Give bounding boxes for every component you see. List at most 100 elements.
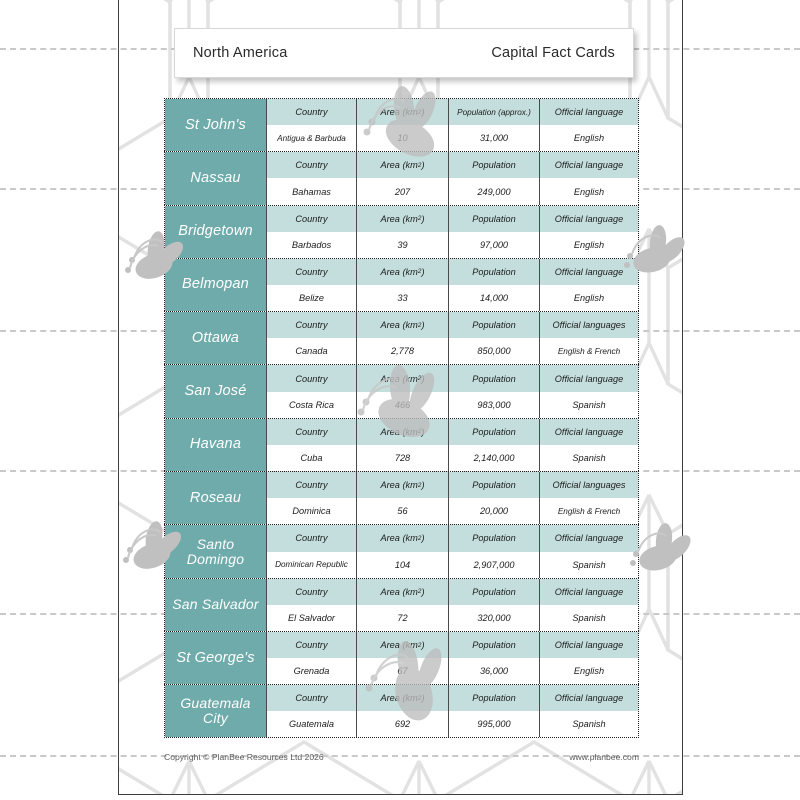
capital-name: Havana	[165, 418, 267, 472]
fact-header-row: Country Area (km 2) Population Official lang…	[267, 631, 638, 659]
fact-card-list: St John's Country Area (km 2) Population (ap…	[164, 98, 639, 738]
header-population: Population	[449, 418, 540, 445]
value-population: 983,000	[449, 391, 540, 418]
header-country: Country	[267, 472, 357, 499]
footer-website: www.planbee.com	[569, 752, 639, 762]
value-language: English	[573, 133, 605, 144]
value-population: 249,000	[449, 178, 540, 205]
value-area: 33	[357, 285, 449, 312]
header-country: Country	[267, 578, 357, 605]
value-language: Spanish	[572, 612, 606, 623]
fact-value-row: Costa Rica 466 983,000 Spanish	[267, 391, 638, 418]
value-language: Spanish	[572, 718, 606, 729]
header-language: Official language	[554, 107, 624, 118]
header-area: Area (km 2)	[357, 205, 449, 232]
value-population: 36,000	[449, 658, 540, 685]
page-header-card: North America Capital Fact Cards	[174, 28, 634, 78]
value-population: 850,000	[449, 338, 540, 365]
fact-value-row: Guatemala 692 995,000 Spanish	[267, 710, 638, 737]
fact-value-row: Cuba 728 2,140,000 Spanish	[267, 444, 638, 472]
fact-value-row: El Salvador 72 320,000 Spanish	[267, 604, 638, 631]
value-language: English & French	[557, 346, 621, 356]
capital-name: Ottawa	[165, 312, 267, 365]
header-area: Area (km 2)	[357, 312, 449, 339]
header-country: Country	[267, 685, 357, 711]
header-country: Country	[267, 365, 357, 392]
fact-value-row: Dominica 56 20,000 English & French	[267, 498, 638, 525]
fact-value-row: Grenada 67 36,000 English	[267, 658, 638, 685]
value-country: Cuba	[267, 444, 357, 472]
value-country: Dominican Republic	[267, 551, 357, 578]
fact-header-row: Country Area (km 2) Population Official lang…	[267, 578, 638, 605]
fact-table: Country Area (km 2) Population (approx.) Off…	[267, 99, 638, 152]
fact-header-row: Country Area (km 2) Population Official lang…	[267, 472, 638, 499]
value-population: 2,140,000	[449, 444, 540, 472]
fact-card: Santo Domingo Country Area (km 2) Population…	[164, 524, 639, 578]
fact-card: St John's Country Area (km 2) Population (ap…	[164, 98, 639, 152]
header-country: Country	[267, 205, 357, 232]
value-area: 104	[357, 551, 449, 578]
header-language: Official language	[554, 160, 624, 171]
capital-name: St John's	[165, 99, 267, 152]
fact-card: St George's Country Area (km 2) Population Of…	[164, 630, 639, 685]
value-area: 39	[357, 231, 449, 258]
capital-name: Guatemala City	[165, 685, 267, 737]
value-country: El Salvador	[267, 604, 357, 631]
value-language: Spanish	[572, 452, 606, 463]
fact-card: Roseau Country Area (km 2) Population Officia…	[164, 471, 639, 525]
fact-header-row: Country Area (km 2) Population Official lang…	[267, 258, 638, 286]
value-population: 2,907,000	[449, 551, 540, 578]
value-country: Belize	[267, 285, 357, 312]
header-language: Official language	[554, 586, 624, 597]
header-country: Country	[267, 631, 357, 659]
value-country: Grenada	[267, 658, 357, 685]
header-area: Area (km 2)	[357, 472, 449, 499]
fact-card: San Salvador Country Area (km 2) Population O…	[164, 577, 639, 631]
header-language: Official language	[554, 533, 624, 544]
value-population: 320,000	[449, 604, 540, 631]
capital-name: San Salvador	[165, 578, 267, 631]
header-language: Official language	[554, 373, 624, 384]
value-population: 14,000	[449, 285, 540, 312]
header-population: Population	[449, 685, 540, 711]
capital-name: Roseau	[165, 472, 267, 525]
value-country: Bahamas	[267, 178, 357, 205]
fact-card: Bridgetown Country Area (km 2) Population Off…	[164, 204, 639, 258]
header-language: Official languages	[552, 480, 626, 491]
fact-table: Country Area (km 2) Population Official lang…	[267, 365, 638, 418]
capital-name: Bridgetown	[165, 205, 267, 258]
footer-copyright: Copyright © PlanBee Resources Ltd 2026	[164, 752, 324, 762]
fact-table: Country Area (km 2) Population Official lang…	[267, 525, 638, 578]
value-area: 692	[357, 710, 449, 737]
fact-card: Belmopan Country Area (km 2) Population Offic…	[164, 257, 639, 312]
header-population: Population	[449, 258, 540, 286]
fact-table: Country Area (km 2) Population Official lang…	[267, 258, 638, 312]
capital-name: Belmopan	[165, 258, 267, 312]
header-area: Area (km 2)	[357, 525, 449, 552]
value-area: 67	[357, 658, 449, 685]
header-population: Population	[449, 472, 540, 499]
header-country: Country	[267, 258, 357, 286]
header-country: Country	[267, 525, 357, 552]
fact-table: Country Area (km 2) Population Official lang…	[267, 152, 638, 205]
value-language: Spanish	[572, 559, 606, 570]
value-language: Spanish	[572, 399, 606, 410]
capital-name: San José	[165, 365, 267, 418]
header-area: Area (km 2)	[357, 152, 449, 179]
capital-name: St George's	[165, 631, 267, 685]
page-footer: Copyright © PlanBee Resources Ltd 2026 w…	[164, 752, 639, 762]
fact-value-row: Belize 33 14,000 English	[267, 285, 638, 312]
fact-card: Havana Country Area (km 2) Population Officia…	[164, 417, 639, 472]
fact-header-row: Country Area (km 2) Population Official lang…	[267, 365, 638, 392]
value-language: English	[573, 239, 605, 250]
header-language: Official languages	[552, 320, 626, 331]
fact-card: San José Country Area (km 2) Population Offic…	[164, 364, 639, 418]
header-area: Area (km 2)	[357, 99, 449, 126]
fact-value-row: Canada 2,778 850,000 English & French	[267, 338, 638, 365]
fact-table: Country Area (km 2) Population Official lang…	[267, 685, 638, 737]
value-area: 10	[357, 125, 449, 152]
fact-header-row: Country Area (km 2) Population Official lang…	[267, 205, 638, 232]
value-population: 97,000	[449, 231, 540, 258]
value-population: 31,000	[449, 125, 540, 152]
printable-page: North America Capital Fact Cards St John…	[118, 0, 683, 795]
